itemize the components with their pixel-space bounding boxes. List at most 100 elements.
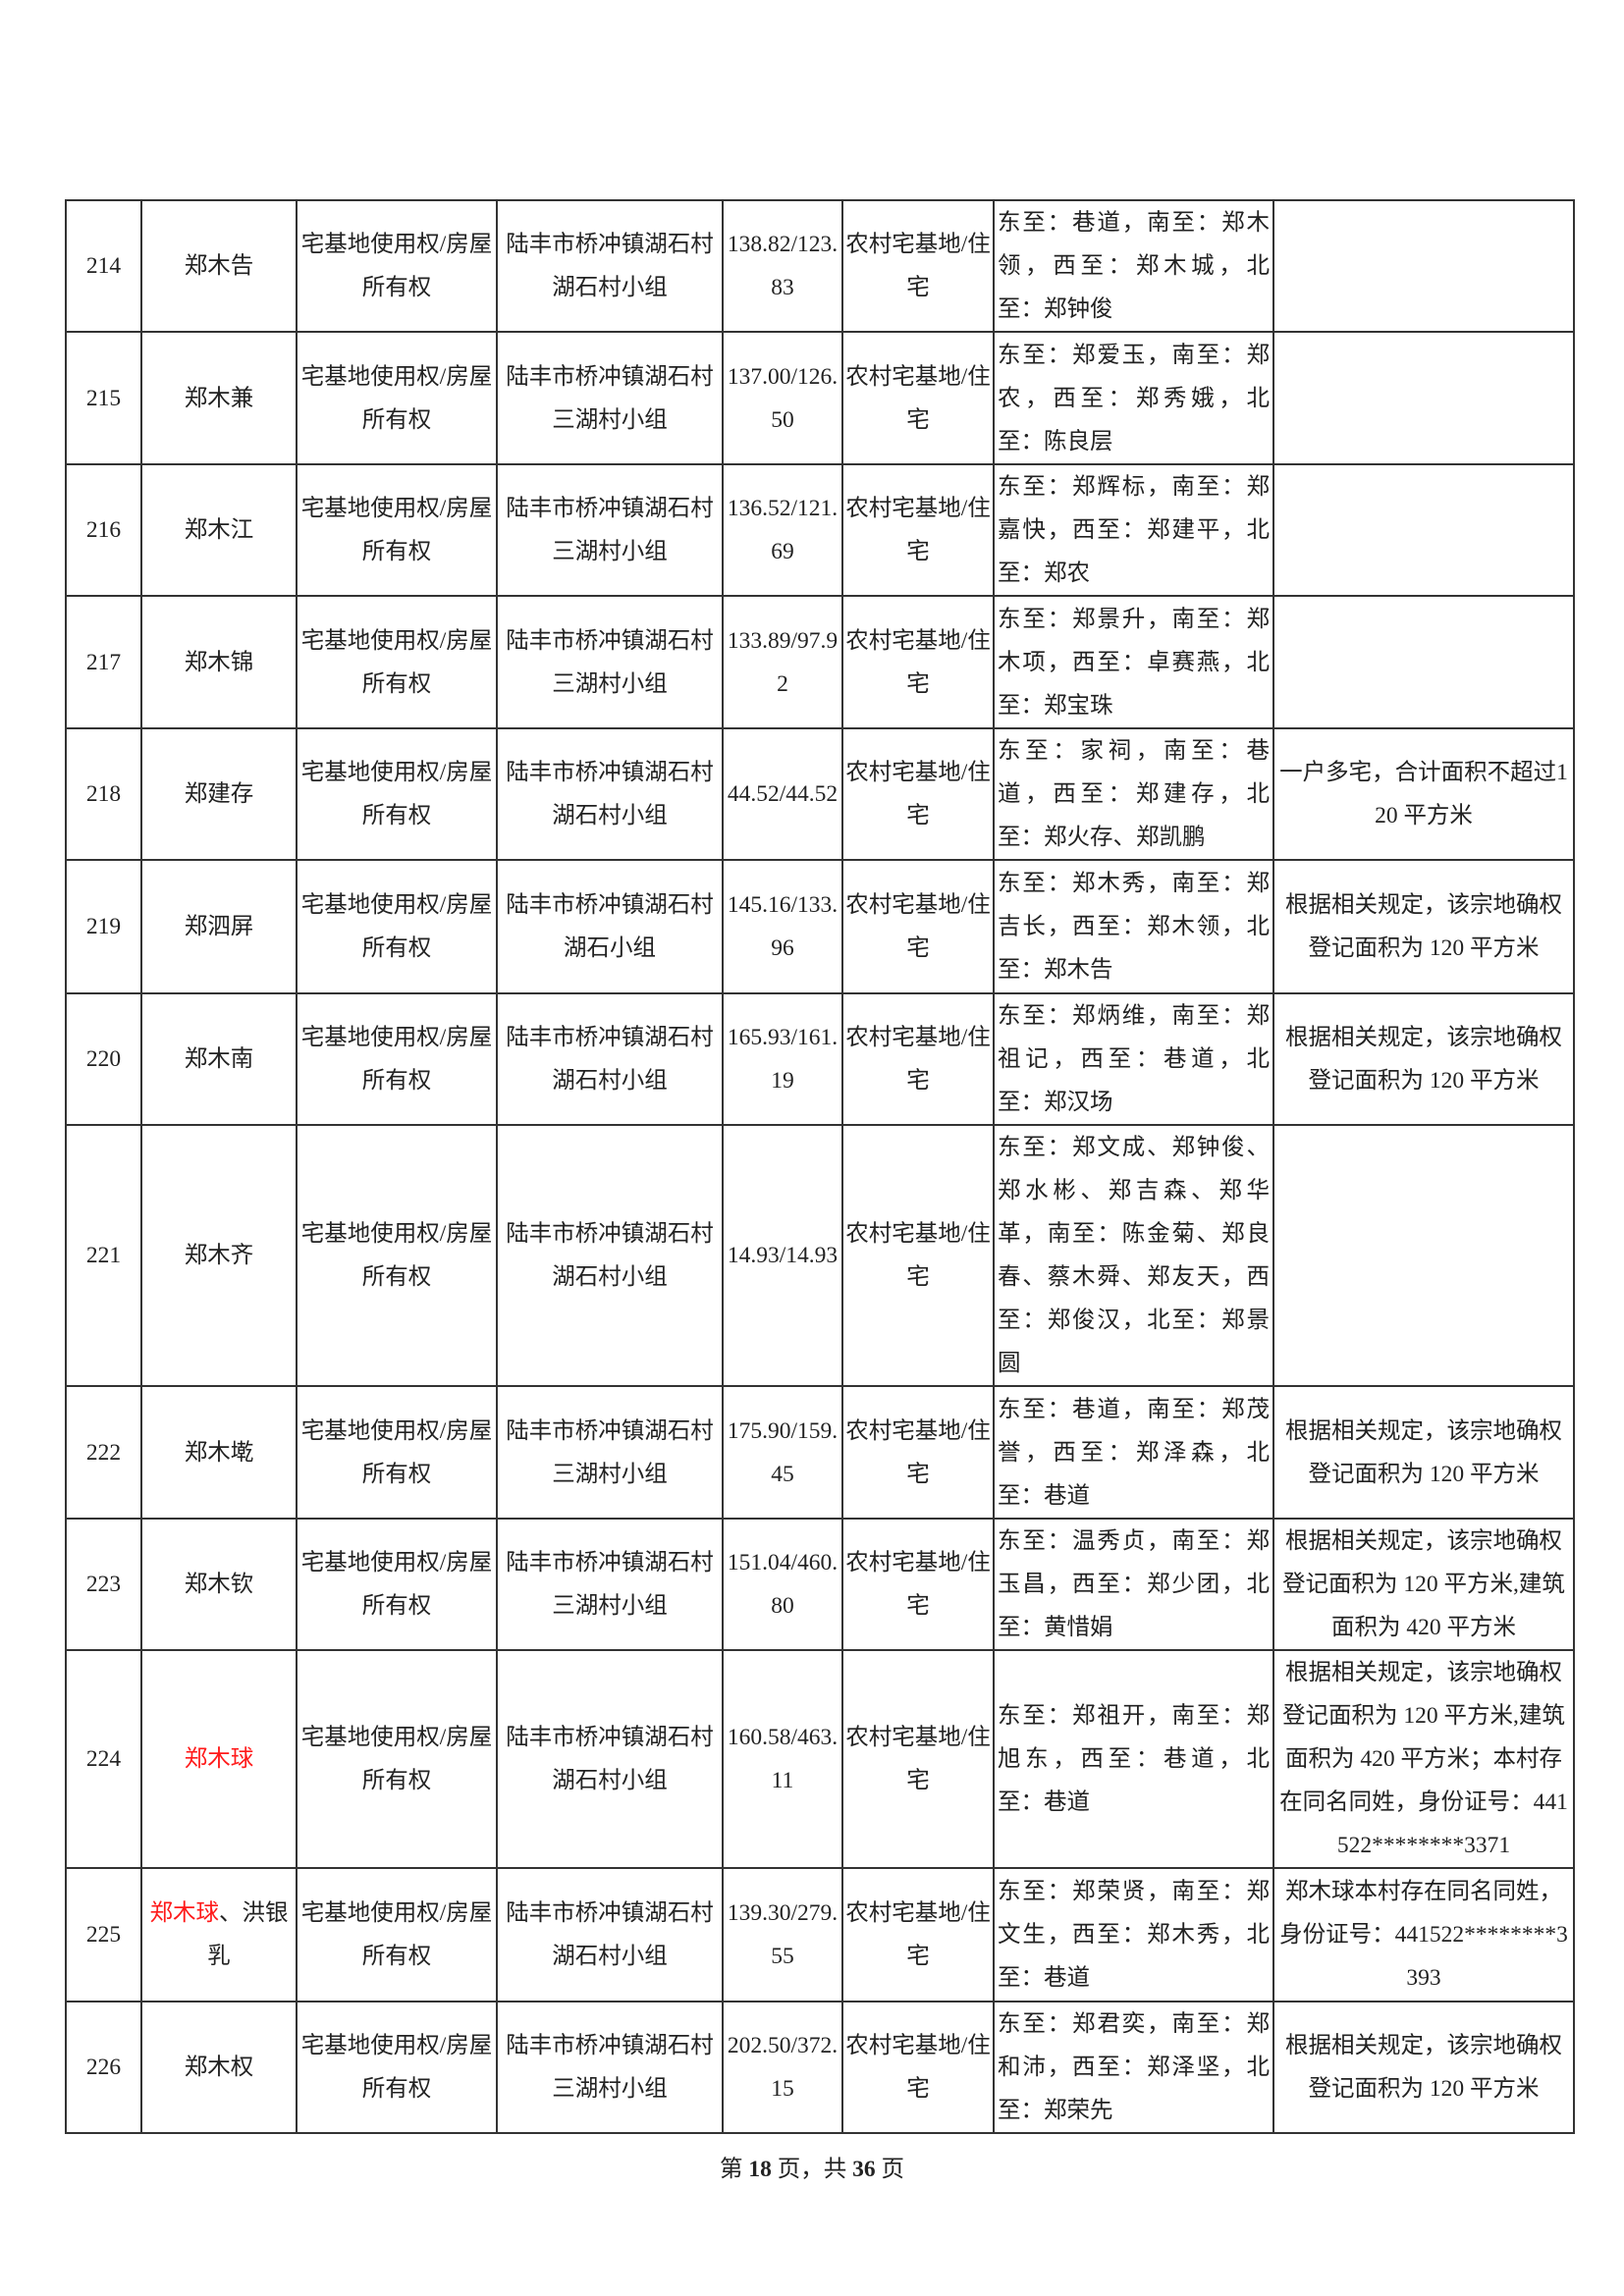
boundary: 东至：郑景升，南至：郑木项，西至：卓赛燕，北至：郑宝珠 [993, 595, 1274, 729]
right-type: 宅基地使用权/房屋所有权 [296, 595, 498, 729]
right-type: 宅基地使用权/房屋所有权 [296, 2001, 498, 2134]
owner-name-highlighted: 郑木球 [184, 1746, 254, 1772]
boundary: 东至：温秀贞，南至：郑玉昌，西至：郑少团，北至：黄惜娟 [993, 1518, 1274, 1651]
right-type: 宅基地使用权/房屋所有权 [296, 1385, 498, 1520]
table-row: 215 郑木兼 宅基地使用权/房屋所有权 陆丰市桥冲镇湖石村三湖村小组 137.00/1… [65, 331, 1575, 465]
location: 陆丰市桥冲镇湖石村湖石村小组 [496, 727, 724, 861]
owner-name: 郑木告 [140, 199, 298, 333]
boundary: 东至：郑木秀，南至：郑吉长，西至：郑木领，北至：郑木告 [993, 859, 1274, 994]
registry-table: 214 郑木告 宅基地使用权/房屋所有权 陆丰市桥冲镇湖石村湖石村小组 138.82/1… [65, 199, 1575, 2134]
right-type: 宅基地使用权/房屋所有权 [296, 199, 498, 333]
right-type: 宅基地使用权/房屋所有权 [296, 463, 498, 597]
row-number: 215 [65, 331, 142, 465]
owner-name: 郑木墘 [140, 1385, 298, 1520]
row-number: 224 [65, 1649, 142, 1869]
location: 陆丰市桥冲镇湖石村三湖村小组 [496, 463, 724, 597]
location: 陆丰市桥冲镇湖石村三湖村小组 [496, 1385, 724, 1520]
row-number: 217 [65, 595, 142, 729]
remark: 根据相关规定，该宗地确权登记面积为 120 平方米,建筑面积为 420 平方米 [1272, 1518, 1575, 1651]
location: 陆丰市桥冲镇湖石村湖石村小组 [496, 1867, 724, 2002]
right-type: 宅基地使用权/房屋所有权 [296, 727, 498, 861]
area: 133.89/97.92 [722, 595, 843, 729]
row-number: 218 [65, 727, 142, 861]
owner-name: 郑木权 [140, 2001, 298, 2134]
right-type: 宅基地使用权/房屋所有权 [296, 331, 498, 465]
area: 202.50/372.15 [722, 2001, 843, 2134]
owner-name: 郑木齐 [140, 1124, 298, 1387]
boundary: 东至：郑君奕，南至：郑和沛，西至：郑泽坚，北至：郑荣先 [993, 2001, 1274, 2134]
table-row: 217 郑木锦 宅基地使用权/房屋所有权 陆丰市桥冲镇湖石村三湖村小组 133.89/9… [65, 595, 1575, 729]
table-row: 226 郑木权 宅基地使用权/房屋所有权 陆丰市桥冲镇湖石村三湖村小组 202.50/3… [65, 2001, 1575, 2134]
boundary: 东至：巷道，南至：郑木领，西至：郑木城，北至：郑钟俊 [993, 199, 1274, 333]
boundary: 东至：郑辉标，南至：郑嘉快，西至：郑建平，北至：郑农 [993, 463, 1274, 597]
row-number: 222 [65, 1385, 142, 1520]
remark [1272, 463, 1575, 597]
land-use: 农村宅基地/住宅 [841, 199, 995, 333]
location: 陆丰市桥冲镇湖石村三湖村小组 [496, 2001, 724, 2134]
remark [1272, 199, 1575, 333]
area: 136.52/121.69 [722, 463, 843, 597]
land-use: 农村宅基地/住宅 [841, 1124, 995, 1387]
owner-name: 郑木球 [140, 1649, 298, 1869]
row-number: 225 [65, 1867, 142, 2002]
row-number: 223 [65, 1518, 142, 1651]
location: 陆丰市桥冲镇湖石村湖石村小组 [496, 1649, 724, 1869]
owner-name: 郑木锦 [140, 595, 298, 729]
land-use: 农村宅基地/住宅 [841, 1518, 995, 1651]
remark [1272, 331, 1575, 465]
table-row: 222 郑木墘 宅基地使用权/房屋所有权 陆丰市桥冲镇湖石村三湖村小组 175.90/1… [65, 1385, 1575, 1520]
right-type: 宅基地使用权/房屋所有权 [296, 859, 498, 994]
owner-name: 郑木南 [140, 992, 298, 1126]
table-row: 221 郑木齐 宅基地使用权/房屋所有权 陆丰市桥冲镇湖石村湖石村小组 14.93/14… [65, 1124, 1575, 1387]
owner-name: 郑木江 [140, 463, 298, 597]
row-number: 220 [65, 992, 142, 1126]
footer-prefix: 第 [720, 2157, 743, 2182]
area: 14.93/14.93 [722, 1124, 843, 1387]
current-page: 18 [748, 2157, 772, 2182]
footer-suffix: 页 [881, 2157, 905, 2182]
boundary: 东至：郑爱玉，南至：郑农，西至：郑秀娥，北至：陈良层 [993, 331, 1274, 465]
page-footer: 第 18 页，共 36 页 [0, 2150, 1624, 2183]
land-use: 农村宅基地/住宅 [841, 1649, 995, 1869]
location: 陆丰市桥冲镇湖石村三湖村小组 [496, 1518, 724, 1651]
remark: 根据相关规定，该宗地确权登记面积为 120 平方米 [1272, 2001, 1575, 2134]
table-row: 220 郑木南 宅基地使用权/房屋所有权 陆丰市桥冲镇湖石村湖石村小组 165.93/1… [65, 992, 1575, 1126]
land-use: 农村宅基地/住宅 [841, 1867, 995, 2002]
table-row: 218 郑建存 宅基地使用权/房屋所有权 陆丰市桥冲镇湖石村湖石村小组 44.52/44… [65, 727, 1575, 861]
owner-name: 郑建存 [140, 727, 298, 861]
remark: 根据相关规定，该宗地确权登记面积为 120 平方米 [1272, 992, 1575, 1126]
remark: 根据相关规定，该宗地确权登记面积为 120 平方米 [1272, 1385, 1575, 1520]
owner-name: 郑泗屏 [140, 859, 298, 994]
land-use: 农村宅基地/住宅 [841, 331, 995, 465]
right-type: 宅基地使用权/房屋所有权 [296, 992, 498, 1126]
row-number: 226 [65, 2001, 142, 2134]
boundary: 东至：郑荣贤，南至：郑文生，西至：郑木秀，北至：巷道 [993, 1867, 1274, 2002]
land-use: 农村宅基地/住宅 [841, 463, 995, 597]
location: 陆丰市桥冲镇湖石村湖石村小组 [496, 992, 724, 1126]
land-use: 农村宅基地/住宅 [841, 727, 995, 861]
table-row: 225 郑木球、洪银乳 宅基地使用权/房屋所有权 陆丰市桥冲镇湖石村湖石村小组 139.… [65, 1867, 1575, 2002]
table-row: 214 郑木告 宅基地使用权/房屋所有权 陆丰市桥冲镇湖石村湖石村小组 138.82/1… [65, 199, 1575, 333]
owner-name: 郑木兼 [140, 331, 298, 465]
location: 陆丰市桥冲镇湖石村三湖村小组 [496, 331, 724, 465]
footer-mid: 页，共 [777, 2157, 847, 2182]
area: 160.58/463.11 [722, 1649, 843, 1869]
right-type: 宅基地使用权/房屋所有权 [296, 1124, 498, 1387]
land-use: 农村宅基地/住宅 [841, 2001, 995, 2134]
owner-name: 郑木球、洪银乳 [140, 1867, 298, 2002]
boundary: 东至：郑祖开，南至：郑旭东，西至：巷道，北至：巷道 [993, 1649, 1274, 1869]
area: 139.30/279.55 [722, 1867, 843, 2002]
area: 137.00/126.50 [722, 331, 843, 465]
area: 175.90/159.45 [722, 1385, 843, 1520]
remark: 根据相关规定，该宗地确权登记面积为 120 平方米 [1272, 859, 1575, 994]
remark [1272, 1124, 1575, 1387]
table-row: 216 郑木江 宅基地使用权/房屋所有权 陆丰市桥冲镇湖石村三湖村小组 136.52/1… [65, 463, 1575, 597]
row-number: 214 [65, 199, 142, 333]
area: 44.52/44.52 [722, 727, 843, 861]
area: 151.04/460.80 [722, 1518, 843, 1651]
boundary: 东至：郑炳维，南至：郑祖记，西至：巷道，北至：郑汉场 [993, 992, 1274, 1126]
location: 陆丰市桥冲镇湖石村三湖村小组 [496, 595, 724, 729]
right-type: 宅基地使用权/房屋所有权 [296, 1649, 498, 1869]
land-use: 农村宅基地/住宅 [841, 992, 995, 1126]
location: 陆丰市桥冲镇湖石村湖石小组 [496, 859, 724, 994]
